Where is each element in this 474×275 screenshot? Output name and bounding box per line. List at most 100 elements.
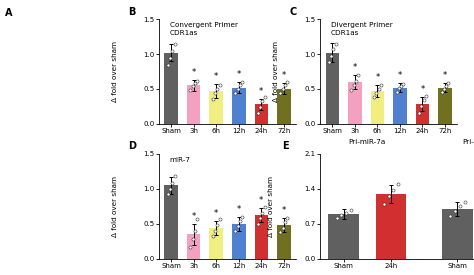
Point — [232, 229, 239, 233]
Point — [281, 220, 289, 224]
Point — [191, 81, 199, 86]
Bar — [375, 194, 407, 258]
Point — [283, 80, 291, 84]
Point — [400, 82, 407, 86]
Bar — [210, 228, 223, 258]
Text: *: * — [191, 211, 196, 221]
Point — [283, 216, 291, 220]
Point — [232, 91, 239, 95]
Bar — [277, 89, 291, 124]
Point — [256, 105, 264, 109]
Point — [193, 217, 201, 222]
Text: *: * — [214, 209, 219, 218]
Y-axis label: Δ fold over sham: Δ fold over sham — [273, 41, 279, 102]
Point — [440, 87, 447, 91]
Point — [164, 192, 172, 197]
Bar — [164, 53, 178, 124]
Point — [348, 88, 356, 92]
Point — [370, 95, 378, 100]
Point — [337, 213, 345, 217]
Point — [380, 202, 388, 206]
Text: B: B — [128, 7, 136, 17]
Bar — [277, 225, 291, 258]
Point — [438, 89, 446, 94]
Point — [238, 80, 246, 84]
Point — [187, 88, 194, 92]
Point — [254, 221, 262, 226]
Point — [394, 182, 402, 186]
Point — [261, 95, 268, 100]
Bar — [164, 185, 178, 258]
Point — [171, 42, 178, 46]
Text: Pri-miR-7b: Pri-miR-7b — [462, 139, 474, 145]
Point — [461, 200, 468, 204]
Text: *: * — [282, 206, 286, 215]
Point — [259, 99, 266, 104]
Point — [420, 98, 428, 102]
Point — [187, 245, 194, 249]
Point — [328, 54, 335, 58]
Bar — [442, 209, 473, 258]
Point — [164, 62, 172, 67]
Point — [234, 224, 241, 228]
Text: D: D — [128, 141, 137, 152]
Bar — [328, 214, 359, 258]
Point — [277, 230, 284, 234]
Text: *: * — [443, 70, 447, 79]
Point — [277, 91, 284, 95]
Text: *: * — [259, 87, 264, 95]
Point — [385, 194, 392, 199]
Point — [279, 226, 286, 230]
Point — [238, 214, 246, 219]
Point — [236, 219, 244, 223]
Bar — [255, 215, 268, 258]
Point — [169, 181, 176, 185]
Text: *: * — [237, 205, 241, 214]
Y-axis label: Δ fold over sham: Δ fold over sham — [111, 176, 118, 237]
Point — [390, 188, 397, 192]
Point — [395, 85, 402, 90]
Point — [256, 216, 264, 220]
Text: *: * — [398, 70, 402, 79]
Point — [236, 83, 244, 88]
Point — [330, 47, 337, 51]
Point — [347, 208, 355, 212]
Point — [451, 208, 459, 213]
Point — [352, 78, 360, 83]
Bar — [348, 82, 362, 124]
Bar — [371, 91, 384, 124]
Point — [342, 211, 350, 215]
Bar — [232, 224, 246, 258]
Point — [166, 55, 174, 60]
Point — [171, 174, 178, 178]
Point — [189, 237, 196, 241]
Bar — [326, 53, 339, 124]
Point — [193, 78, 201, 83]
Point — [214, 223, 221, 227]
Point — [234, 87, 241, 91]
Point — [209, 97, 217, 101]
Point — [447, 213, 454, 218]
Bar — [210, 91, 223, 124]
Point — [418, 104, 425, 109]
Text: *: * — [375, 73, 380, 82]
Bar — [187, 234, 201, 258]
Bar — [416, 104, 429, 124]
Text: *: * — [214, 72, 219, 81]
Point — [373, 91, 380, 95]
Point — [415, 110, 423, 115]
Point — [281, 83, 289, 88]
Text: A: A — [5, 8, 12, 18]
Bar — [187, 86, 201, 124]
Bar — [232, 87, 246, 124]
Point — [393, 89, 401, 94]
Bar — [393, 87, 407, 124]
Text: *: * — [282, 71, 286, 80]
Y-axis label: Δ fold over sham: Δ fold over sham — [268, 176, 274, 237]
Text: E: E — [283, 141, 289, 152]
Point — [355, 73, 362, 77]
Point — [169, 48, 176, 53]
Point — [332, 42, 339, 46]
Point — [442, 84, 450, 88]
Point — [261, 205, 268, 209]
